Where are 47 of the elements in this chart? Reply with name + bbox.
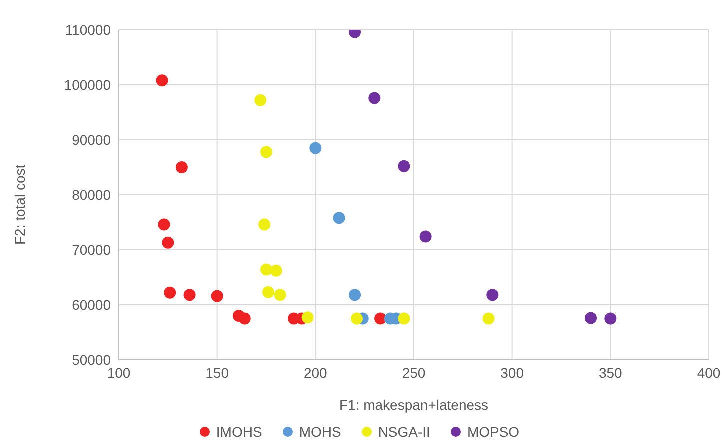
- y-tick-label: 70000: [72, 242, 112, 258]
- point: [368, 92, 381, 104]
- point: [310, 142, 322, 154]
- point: [162, 236, 174, 249]
- point: [260, 146, 272, 158]
- point: [374, 312, 387, 325]
- point: [164, 286, 176, 299]
- point: [398, 160, 410, 172]
- legend-label: MOPSO: [467, 424, 520, 440]
- point: [158, 218, 170, 231]
- y-tick-label: 80000: [72, 186, 112, 203]
- point: [238, 312, 251, 325]
- x-tick-label: 200: [304, 364, 328, 381]
- legend-label: IMOHS: [216, 424, 262, 440]
- y-tick-label: 110000: [65, 22, 112, 38]
- x-tick-label: 150: [206, 364, 230, 381]
- point: [262, 286, 274, 298]
- x-tick-label: 300: [500, 364, 524, 381]
- point: [333, 212, 346, 224]
- y-tick-label: 60000: [72, 296, 112, 313]
- point: [302, 312, 314, 324]
- point: [482, 312, 495, 325]
- point: [176, 162, 188, 174]
- point: [258, 218, 271, 231]
- point: [260, 264, 272, 276]
- point: [184, 289, 196, 302]
- point: [254, 94, 267, 106]
- point: [156, 74, 168, 87]
- x-axis-title: F1: makespan+lateness: [339, 397, 489, 413]
- point: [420, 230, 432, 243]
- x-tick-label: 400: [697, 364, 721, 381]
- point: [350, 312, 363, 325]
- x-tick-label: 350: [598, 364, 623, 381]
- x-tick-label: 250: [402, 364, 426, 381]
- point: [270, 264, 282, 277]
- point: [274, 289, 286, 302]
- point: [585, 312, 597, 324]
- legend-label: MOHS: [299, 424, 342, 440]
- point: [604, 312, 617, 325]
- point: [349, 289, 361, 302]
- y-tick-label: 100000: [64, 76, 112, 93]
- point: [398, 312, 410, 325]
- point: [486, 289, 499, 302]
- point: [211, 290, 224, 302]
- y-axis-title: F2: total cost: [12, 164, 28, 245]
- y-tick-label: 90000: [72, 132, 112, 148]
- legend-label: NSGA-II: [378, 424, 430, 440]
